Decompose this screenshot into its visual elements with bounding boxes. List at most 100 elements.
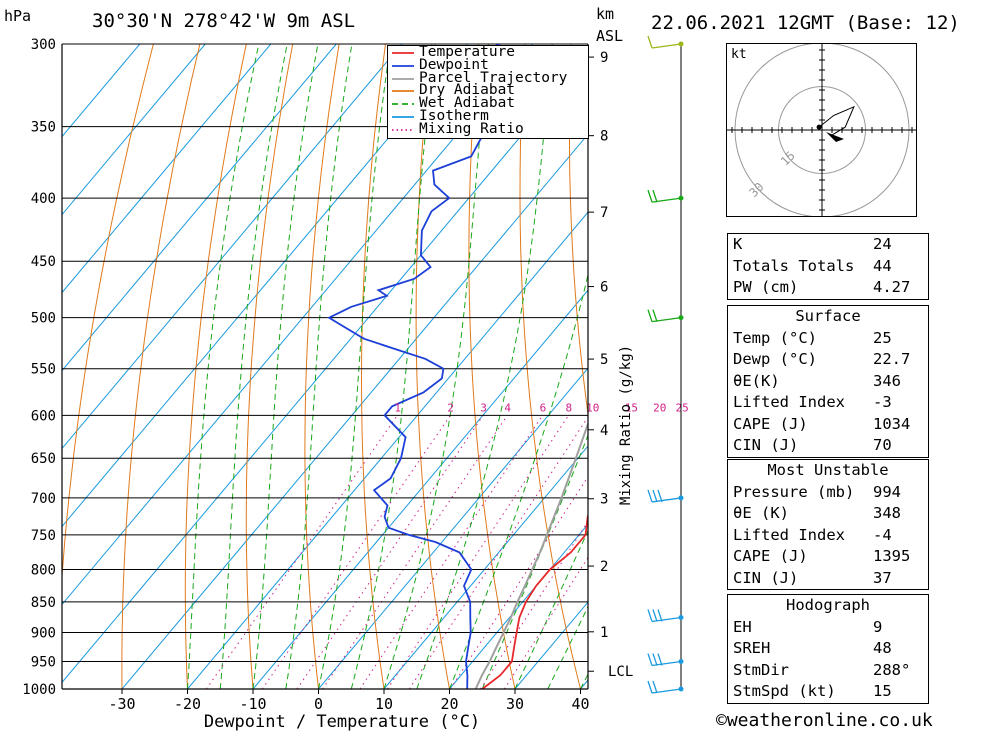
table-row: EH 9: [728, 617, 928, 639]
mixing-ratio-tick-label: 10: [586, 401, 599, 414]
table-row: StmSpd (kt) 15: [728, 681, 928, 703]
x-tick-label: 20: [440, 695, 458, 713]
lcl-label: LCL: [608, 664, 633, 680]
wind-barb-flag: [647, 35, 653, 49]
mixing-ratio-tick-label: 20: [653, 401, 666, 414]
km-tick-label: 7: [600, 205, 608, 221]
table-key: SREH: [733, 639, 771, 657]
isotherm-line: [62, 44, 403, 450]
isotherm-line: [62, 44, 141, 138]
table-value: 994: [873, 482, 901, 501]
table-value: 25: [873, 328, 892, 347]
table-key: Lifted Index: [733, 393, 845, 411]
pressure-tick-label: 550: [31, 362, 56, 378]
table-key: K: [733, 235, 743, 253]
legend-swatch: [392, 64, 414, 67]
table-key: Dewp (°C): [733, 350, 817, 368]
table-value: 15: [873, 682, 892, 700]
table-row: θE (K) 348: [728, 503, 928, 525]
pressure-tick-label: 450: [31, 254, 56, 270]
table-value: 346: [873, 371, 901, 390]
mixing-ratio-line: [503, 556, 588, 689]
mixing-ratio-tick-label: 1: [394, 401, 401, 414]
dry-adiabat-line: [360, 44, 386, 689]
hodograph-panel: Hodograph EH 9 SREH 48 StmDir 288° StmSpd (kt)…: [727, 594, 929, 704]
table-value: 1034: [873, 414, 911, 433]
mixing-ratio-tick-label: 15: [625, 401, 638, 414]
location-title: 30°30'N 278°42'W 9m ASL: [92, 10, 356, 32]
wind-barb-flag: [647, 489, 653, 503]
x-axis-label: Dewpoint / Temperature (°C): [204, 712, 480, 732]
hodograph-origin-dot: [816, 124, 822, 130]
table-value: 70: [873, 436, 892, 454]
legend-label: Dewpoint: [419, 56, 489, 73]
wind-barb-flag: [652, 609, 658, 622]
hodograph-ring-label: 45: [726, 211, 735, 217]
wet-adiabat-line: [547, 605, 588, 689]
copyright[interactable]: ©weatheronline.co.uk: [716, 710, 933, 731]
dry-adiabat-line: [468, 44, 516, 689]
mixing-ratio-line: [296, 415, 484, 689]
pressure-tick-label: 350: [31, 120, 56, 136]
mixing-ratio-axis-label: Mixing Ratio (g/kg): [618, 345, 634, 505]
dewpoint-line: [327, 44, 501, 689]
wind-barb-flag: [652, 489, 658, 503]
parcel-trajectory-line: [474, 420, 588, 689]
wind-barb-flag: [652, 309, 658, 322]
km-tick-label: 2: [600, 559, 608, 575]
legend-swatch: [392, 90, 414, 93]
isotherm-line: [383, 445, 588, 689]
legend-label: Dry Adiabat: [419, 82, 516, 99]
dry-adiabat-line: [415, 44, 450, 689]
most-unstable-title: Most Unstable: [767, 461, 889, 479]
legend-swatch: [392, 128, 414, 131]
table-key: θE(K): [733, 371, 780, 390]
pressure-unit-label: hPa: [4, 7, 32, 25]
isotherm-line: [62, 44, 206, 216]
table-row: Dewp (°C) 22.7: [728, 349, 928, 371]
x-tick-label: 30: [506, 695, 524, 713]
table-key: Temp (°C): [733, 328, 817, 347]
table-value: 48: [873, 639, 892, 657]
km-tick-label: 3: [600, 492, 608, 508]
most-unstable-panel: Most Unstable Pressure (mb) 994 θE (K) 348 L…: [727, 459, 929, 590]
pressure-tick-label: 750: [31, 528, 56, 544]
mixing-ratio-tick-label: 8: [566, 401, 573, 414]
wind-barb-flag: [647, 309, 653, 322]
table-key: Pressure (mb): [733, 482, 855, 501]
table-key: PW (cm): [733, 278, 799, 296]
indices-panel: K 24 Totals Totals 44 PW (cm) 4.27: [727, 233, 929, 300]
x-tick-label: -30: [108, 695, 135, 713]
table-key: StmSpd (kt): [733, 682, 836, 700]
legend-swatch: [392, 52, 414, 54]
table-row: SREH 48: [728, 638, 928, 660]
legend-entry: Dry Adiabat: [388, 82, 588, 99]
table-value: 24: [873, 235, 892, 253]
legend-swatch: [392, 116, 414, 118]
dry-adiabat-line: [569, 44, 588, 418]
isotherm-line: [62, 55, 588, 684]
table-row: Totals Totals 44: [728, 256, 928, 278]
table-key: CIN (J): [733, 436, 799, 454]
wet-adiabat-line: [187, 44, 260, 689]
asl-label: ASL: [596, 27, 624, 45]
mixing-ratio-line: [205, 415, 398, 689]
wind-barb-flag: [652, 189, 658, 203]
mixing-ratio-tick-label: 2: [447, 401, 454, 414]
x-tick-label: -10: [239, 695, 266, 713]
table-value: 4.27: [873, 278, 911, 296]
temperature-line: [481, 514, 588, 689]
pressure-tick-label: 300: [31, 37, 56, 53]
storm-motion-arrow: [826, 132, 844, 142]
table-key: CAPE (J): [733, 414, 808, 433]
table-row: Lifted Index -4: [728, 525, 928, 547]
wet-adiabat-line: [318, 44, 391, 689]
isotherm-line: [62, 44, 534, 606]
x-tick-label: 0: [314, 695, 323, 713]
legend-label: Isotherm: [419, 107, 489, 124]
table-row: θE(K) 346: [728, 371, 928, 393]
table-key: StmDir: [733, 660, 789, 679]
x-tick-label: 40: [571, 695, 589, 713]
table-value: 37: [873, 568, 892, 587]
